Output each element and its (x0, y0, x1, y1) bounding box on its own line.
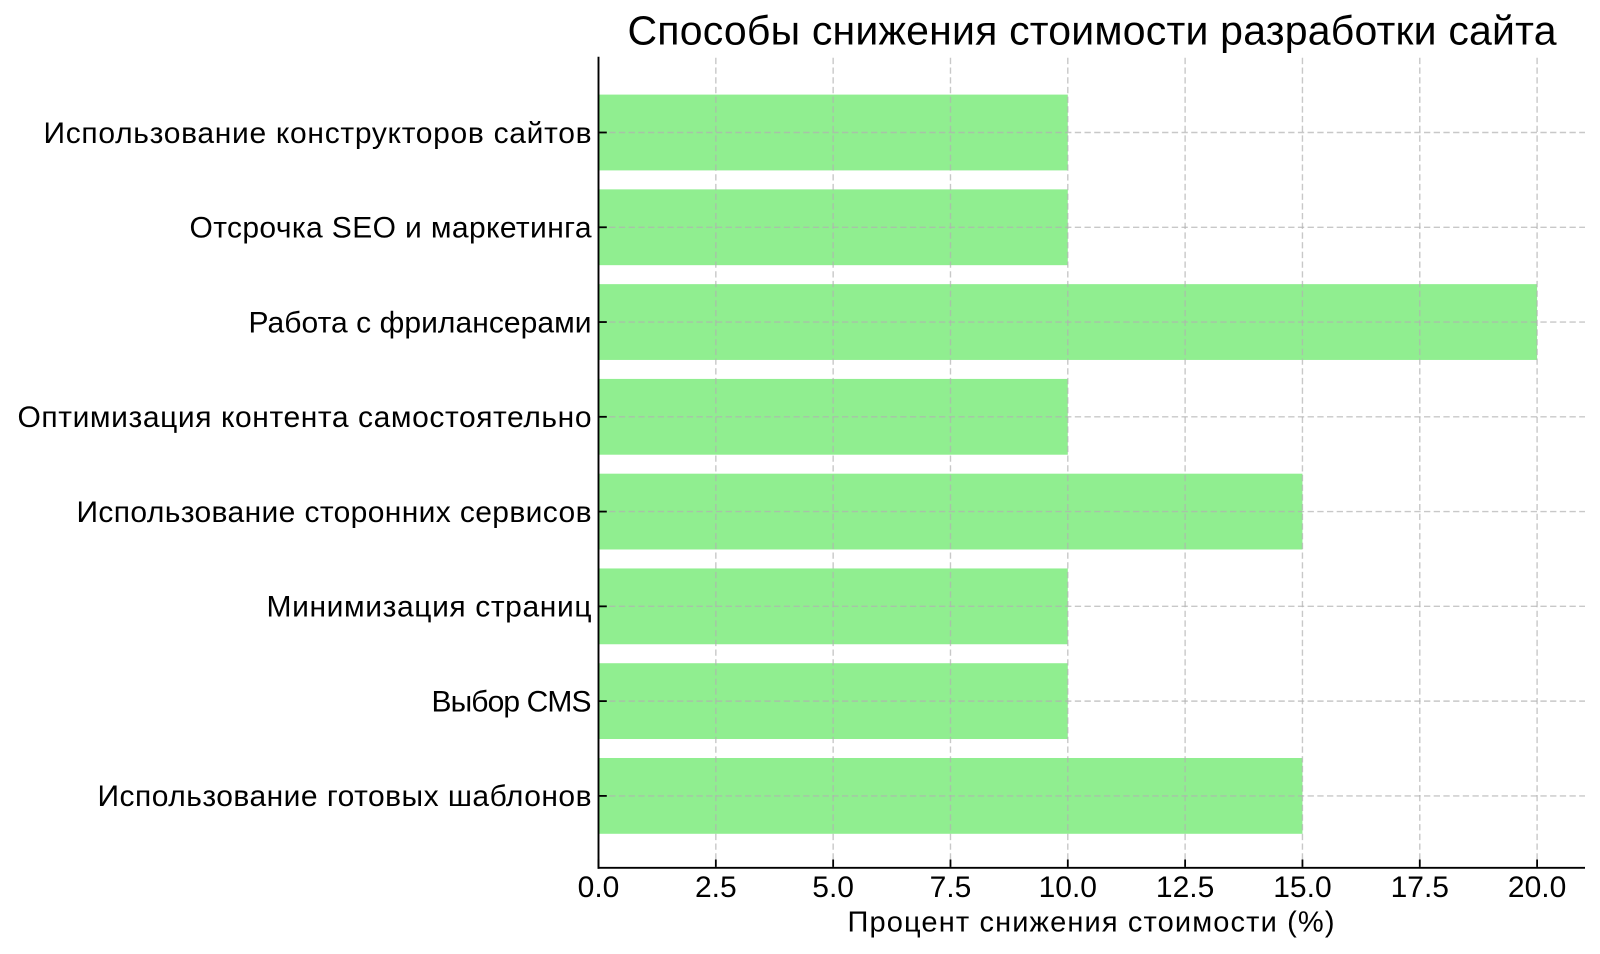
svg-text:Использование конструкторов са: Использование конструкторов сайтов (44, 117, 592, 150)
svg-text:Оптимизация контента самостоят: Оптимизация контента самостоятельно (18, 401, 592, 434)
svg-text:Использование сторонних сервис: Использование сторонних сервисов (77, 496, 592, 529)
svg-text:15.0: 15.0 (1273, 871, 1331, 904)
svg-text:Процент снижения стоимости (%): Процент снижения стоимости (%) (848, 907, 1335, 939)
svg-text:20.0: 20.0 (1508, 871, 1566, 904)
svg-text:Способы снижения стоимости раз: Способы снижения стоимости разработки са… (628, 7, 1557, 53)
svg-text:7.5: 7.5 (930, 871, 972, 904)
svg-text:10.0: 10.0 (1039, 871, 1097, 904)
svg-text:5.0: 5.0 (812, 871, 854, 904)
svg-text:Работа с фрилансерами: Работа с фрилансерами (249, 306, 592, 339)
svg-text:0.0: 0.0 (578, 871, 620, 904)
svg-text:Минимизация страниц: Минимизация страниц (267, 591, 592, 624)
svg-text:Использование готовых шаблонов: Использование готовых шаблонов (98, 780, 592, 813)
svg-text:12.5: 12.5 (1156, 871, 1214, 904)
svg-text:17.5: 17.5 (1391, 871, 1449, 904)
svg-text:2.5: 2.5 (695, 871, 737, 904)
svg-text:Отсрочка SEO и маркетинга: Отсрочка SEO и маркетинга (190, 212, 592, 245)
svg-text:Выбор CMS: Выбор CMS (432, 685, 592, 718)
